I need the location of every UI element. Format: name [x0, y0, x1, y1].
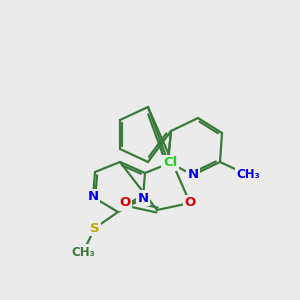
Text: N: N	[87, 190, 99, 203]
Text: CH₃: CH₃	[236, 169, 260, 182]
Text: CH₃: CH₃	[71, 245, 95, 259]
Text: S: S	[90, 221, 100, 235]
Text: O: O	[119, 196, 130, 209]
Text: N: N	[188, 169, 199, 182]
Text: O: O	[184, 196, 196, 209]
Text: N: N	[137, 191, 148, 205]
Text: Cl: Cl	[163, 157, 177, 169]
